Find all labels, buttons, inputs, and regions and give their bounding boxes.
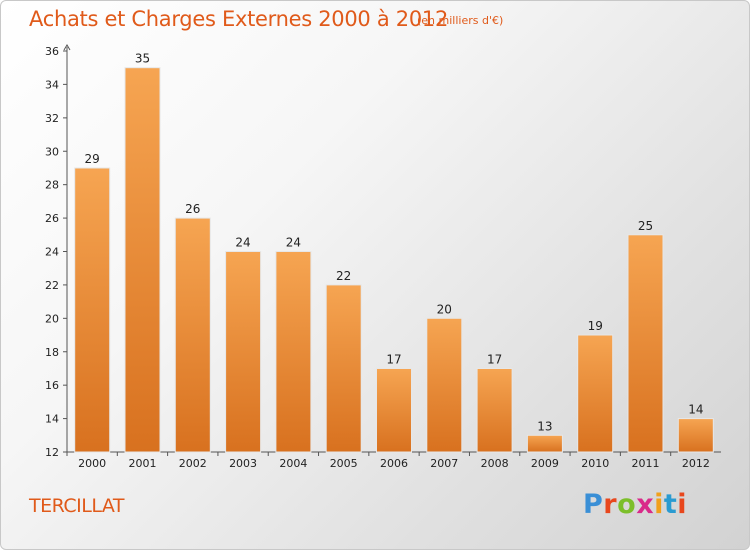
bar-2011	[627, 234, 664, 453]
logo-letter: P	[583, 489, 604, 520]
y-tick-label: 36	[45, 45, 59, 58]
y-tick-label: 16	[45, 379, 59, 392]
bar-2010	[577, 334, 614, 453]
bar-value-label: 17	[386, 352, 401, 366]
bar-value-label: 24	[286, 236, 301, 250]
x-tick-label: 2000	[78, 457, 106, 470]
y-tick-label: 26	[45, 212, 59, 225]
chart-subtitle: (en milliers d'€)	[417, 14, 504, 27]
bar-value-label: 35	[135, 52, 150, 66]
logo-letter: o	[617, 489, 637, 520]
logo-letter: r	[603, 489, 618, 520]
x-tick-label: 2004	[279, 457, 307, 470]
x-tick-label: 2008	[481, 457, 509, 470]
x-tick-label: 2007	[430, 457, 458, 470]
bar-2008	[476, 368, 513, 453]
bar-value-label: 26	[185, 202, 200, 216]
x-tick-label: 2006	[380, 457, 408, 470]
bar-2001	[124, 67, 161, 453]
y-tick-label: 24	[45, 246, 59, 259]
bar-2002	[174, 217, 211, 453]
bar-value-label: 24	[235, 236, 250, 250]
bar-2006	[376, 368, 412, 453]
bar-value-label: 14	[688, 403, 703, 417]
bar-value-label: 25	[638, 219, 653, 233]
proxiti-logo[interactable]: Proxiti	[583, 489, 687, 520]
logo-letter: i	[677, 489, 688, 520]
y-tick-label: 22	[45, 279, 59, 292]
logo-letter: t	[663, 489, 678, 520]
x-tick-label: 2002	[179, 457, 207, 470]
x-tick-label: 2012	[682, 457, 710, 470]
commune-name: TERCILLAT	[29, 495, 124, 517]
bar-value-label: 22	[336, 269, 351, 283]
y-tick-label: 14	[45, 413, 59, 426]
bar-2004	[275, 251, 312, 453]
x-tick-label: 2003	[229, 457, 257, 470]
y-tick-label: 30	[45, 145, 59, 158]
x-tick-label: 2009	[531, 457, 559, 470]
bar-2009	[526, 434, 563, 453]
bar-value-label: 17	[487, 352, 502, 366]
bar-2003	[225, 251, 262, 453]
logo-letter: x	[636, 489, 655, 520]
bar-value-label: 19	[588, 319, 603, 333]
y-tick-label: 18	[45, 346, 59, 359]
bar-2012	[677, 418, 714, 453]
y-tick-label: 28	[45, 179, 59, 192]
bar-value-label: 13	[537, 419, 552, 433]
bars	[74, 67, 714, 453]
y-axis-arrow	[63, 44, 71, 51]
x-tick-label: 2011	[632, 457, 660, 470]
bar-2000	[74, 167, 111, 453]
y-tick-label: 32	[45, 112, 59, 125]
bar-2007	[426, 317, 463, 453]
axes: 12 14 16 18 20 22 24 26 28 30 32 34 36 2000 2001 2002 20…	[45, 44, 721, 470]
x-tick-label: 2010	[581, 457, 609, 470]
bar-2005	[325, 284, 362, 453]
bar-value-label: 29	[85, 152, 100, 166]
chart-title: Achats et Charges Externes 2000 à 2012	[29, 7, 449, 31]
x-tick-label: 2001	[128, 457, 156, 470]
logo-letter: i	[654, 489, 664, 520]
bar-value-label: 20	[437, 302, 452, 316]
x-tick-label: 2005	[330, 457, 358, 470]
y-tick-label: 12	[45, 446, 59, 459]
y-tick-label: 34	[45, 78, 59, 91]
y-tick-label: 20	[45, 312, 59, 325]
data-labels: 29 35 26 24 24 22 17 20 17 13 19 25 14	[85, 52, 704, 434]
